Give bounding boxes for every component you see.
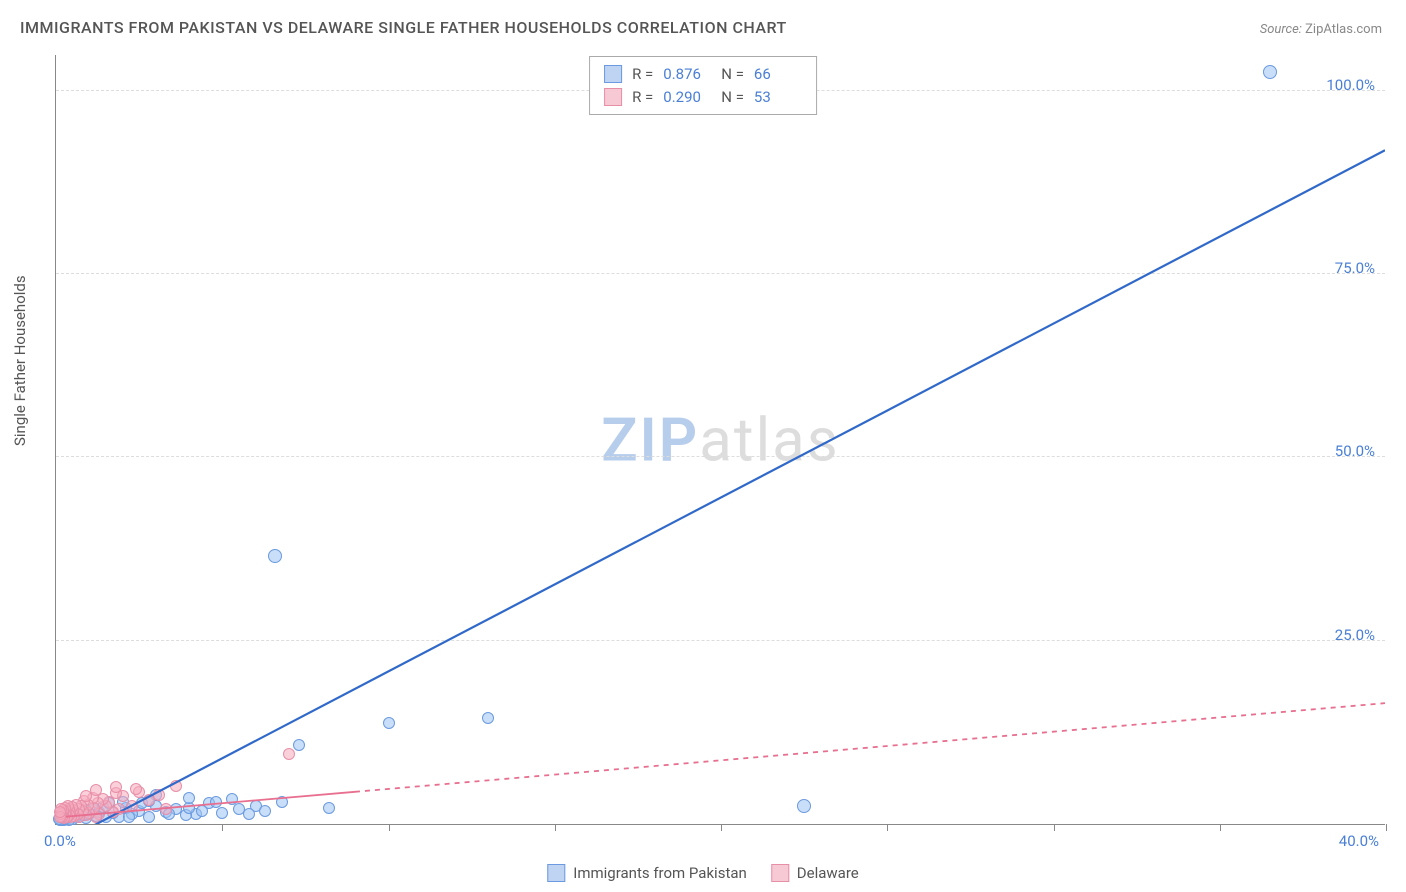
x-tick [222, 824, 223, 831]
legend-r-label: R = [632, 63, 653, 86]
watermark-zip: ZIP [601, 404, 699, 475]
scatter-point [170, 780, 182, 792]
scatter-point [123, 811, 135, 823]
source-attribution: Source: ZipAtlas.com [1260, 22, 1382, 37]
scatter-point [196, 805, 208, 817]
scatter-point [210, 796, 222, 808]
scatter-point [110, 781, 122, 793]
scatter-point [259, 805, 271, 817]
swatch-blue-icon [604, 65, 622, 83]
y-tick-label: 25.0% [1335, 626, 1375, 644]
legend-label-blue: Immigrants from Pakistan [573, 864, 747, 882]
scatter-point [283, 748, 295, 760]
watermark: ZIPatlas [601, 404, 840, 475]
plot-area: ZIPatlas 0.0% 40.0% 25.0%50.0%75.0%100.0… [55, 55, 1385, 825]
swatch-pink-icon [604, 88, 622, 106]
x-axis-origin-label: 0.0% [44, 832, 76, 850]
x-tick [1220, 824, 1221, 831]
scatter-point [276, 796, 288, 808]
gridline-h [56, 640, 1385, 641]
scatter-point [383, 717, 395, 729]
legend-r-label: R = [632, 86, 653, 109]
legend-r-pink: 0.290 [663, 86, 711, 109]
scatter-point [293, 739, 305, 751]
x-tick [1054, 824, 1055, 831]
scatter-point [126, 800, 138, 812]
legend-n-blue: 66 [754, 63, 802, 86]
y-tick-label: 75.0% [1335, 259, 1375, 277]
legend-series: Immigrants from Pakistan Delaware [547, 864, 858, 882]
watermark-atlas: atlas [699, 404, 839, 475]
scatter-point [797, 799, 811, 813]
scatter-point [268, 549, 282, 563]
scatter-point [1263, 65, 1277, 79]
scatter-point [243, 808, 255, 820]
scatter-point [143, 794, 155, 806]
legend-n-label: N = [721, 63, 744, 86]
y-axis-title: Single Father Households [11, 275, 29, 446]
swatch-blue-icon [547, 864, 565, 882]
scatter-point [216, 807, 228, 819]
chart-title: IMMIGRANTS FROM PAKISTAN VS DELAWARE SIN… [20, 18, 787, 37]
source-value: ZipAtlas.com [1305, 22, 1382, 37]
y-tick-label: 50.0% [1335, 442, 1375, 460]
x-axis-end-label: 40.0% [1339, 832, 1379, 850]
scatter-point [80, 790, 92, 802]
scatter-point [130, 783, 142, 795]
trend-lines [56, 55, 1385, 824]
gridline-h [56, 273, 1385, 274]
scatter-point [160, 803, 172, 815]
x-tick [721, 824, 722, 831]
legend-r-blue: 0.876 [663, 63, 711, 86]
x-tick [1386, 824, 1387, 831]
legend-row-blue: R = 0.876 N = 66 [604, 63, 802, 86]
y-tick-label: 100.0% [1326, 76, 1375, 94]
legend-label-pink: Delaware [797, 864, 859, 882]
legend-row-pink: R = 0.290 N = 53 [604, 86, 802, 109]
source-label: Source: [1260, 22, 1302, 37]
scatter-point [183, 792, 195, 804]
scatter-point [482, 712, 494, 724]
scatter-point [54, 806, 66, 818]
x-tick [389, 824, 390, 831]
legend-n-pink: 53 [754, 86, 802, 109]
x-tick [887, 824, 888, 831]
x-tick [555, 824, 556, 831]
swatch-pink-icon [771, 864, 789, 882]
scatter-point [323, 802, 335, 814]
gridline-h [56, 456, 1385, 457]
legend-n-label: N = [721, 86, 744, 109]
legend-item-blue: Immigrants from Pakistan [547, 864, 747, 882]
scatter-point [226, 793, 238, 805]
legend-correlation: R = 0.876 N = 66 R = 0.290 N = 53 [589, 56, 817, 115]
legend-item-pink: Delaware [771, 864, 859, 882]
